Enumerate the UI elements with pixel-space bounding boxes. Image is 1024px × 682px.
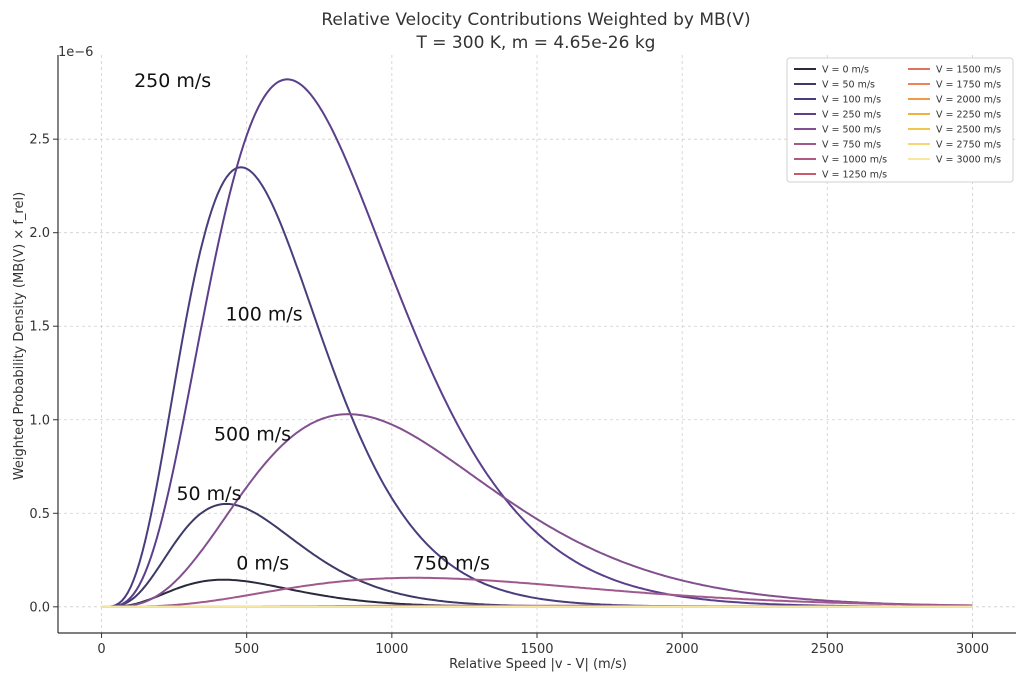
x-axis-label: Relative Speed |v - V| (m/s) bbox=[449, 657, 627, 672]
y-tick-label: 0.5 bbox=[29, 507, 50, 522]
legend-label: V = 0 m/s bbox=[822, 65, 869, 76]
legend-label: V = 1500 m/s bbox=[936, 65, 1001, 76]
x-tick-label: 2000 bbox=[666, 642, 699, 657]
curve-annotation: 750 m/s bbox=[413, 552, 490, 574]
x-tick-label: 0 bbox=[97, 642, 105, 657]
series-layer bbox=[101, 78, 973, 608]
curve-annotation: 250 m/s bbox=[134, 70, 211, 92]
y-axis-label: Weighted Probability Density (MB(V) × f_… bbox=[12, 192, 27, 480]
x-tick-label: 1000 bbox=[375, 642, 408, 657]
y-tick-label: 2.5 bbox=[29, 133, 50, 148]
axes-layer: 0 500 1000 1500 2000 2500 3000 0.0 0.5 1.0 1.5 2.0 2… bbox=[29, 55, 1016, 657]
legend-label: V = 2250 m/s bbox=[936, 110, 1001, 121]
legend-label: V = 1750 m/s bbox=[936, 80, 1001, 91]
curve-annotation: 500 m/s bbox=[214, 423, 291, 445]
legend-label: V = 100 m/s bbox=[822, 95, 881, 106]
legend-label: V = 1000 m/s bbox=[822, 155, 887, 166]
legend-label: V = 2000 m/s bbox=[936, 95, 1001, 106]
curve-annotation: 100 m/s bbox=[226, 304, 303, 326]
legend-label: V = 750 m/s bbox=[822, 140, 881, 151]
legend-label: V = 50 m/s bbox=[822, 80, 875, 91]
y-multiplier: 1e−6 bbox=[58, 45, 93, 60]
y-tick-label: 2.0 bbox=[29, 226, 50, 241]
legend-label: V = 2750 m/s bbox=[936, 140, 1001, 151]
legend-label: V = 2500 m/s bbox=[936, 125, 1001, 136]
legend-label: V = 500 m/s bbox=[822, 125, 881, 136]
chart-title: Relative Velocity Contributions Weighted… bbox=[321, 10, 750, 30]
annotations-layer: 250 m/s 100 m/s 500 m/s 50 m/s 0 m/s 750 m/s bbox=[134, 70, 490, 575]
curve-annotation: 50 m/s bbox=[176, 483, 241, 505]
x-tick-label: 1500 bbox=[520, 642, 553, 657]
y-tick-label: 0.0 bbox=[29, 600, 50, 615]
legend-label: V = 250 m/s bbox=[822, 110, 881, 121]
curve-annotation: 0 m/s bbox=[236, 552, 289, 574]
chart-subtitle: T = 300 K, m = 4.65e-26 kg bbox=[416, 33, 656, 53]
y-tick-label: 1.0 bbox=[29, 413, 50, 428]
x-tick-label: 500 bbox=[234, 642, 259, 657]
legend-box bbox=[786, 57, 1014, 183]
legend-label: V = 3000 m/s bbox=[936, 155, 1001, 166]
legend: V = 0 m/s V = 50 m/s V = 100 m/s V = 250 m/… bbox=[786, 57, 1014, 183]
series-line bbox=[101, 576, 973, 608]
y-tick-label: 1.5 bbox=[29, 320, 50, 335]
legend-label: V = 1250 m/s bbox=[822, 170, 887, 181]
x-tick-label: 2500 bbox=[811, 642, 844, 657]
x-tick-label: 3000 bbox=[956, 642, 989, 657]
series-line bbox=[101, 413, 973, 608]
